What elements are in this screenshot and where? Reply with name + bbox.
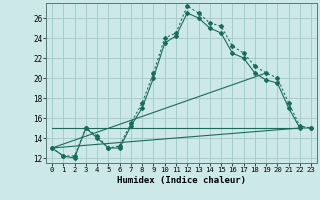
X-axis label: Humidex (Indice chaleur): Humidex (Indice chaleur) — [117, 176, 246, 185]
